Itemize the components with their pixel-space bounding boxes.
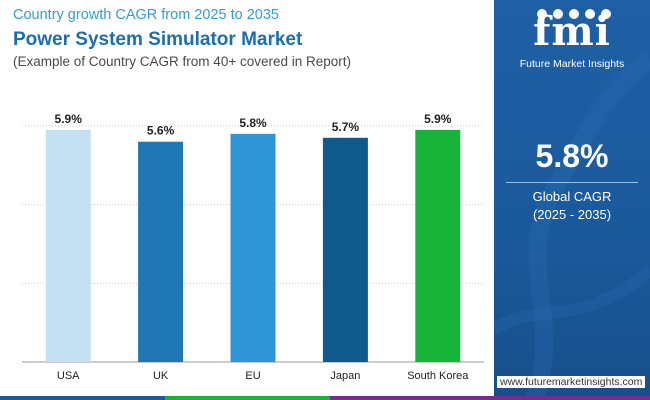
global-cagr-value: 5.8% [535, 138, 609, 174]
x-tick-label: EU [245, 370, 260, 382]
bar [322, 137, 368, 362]
bar [230, 133, 276, 362]
x-tick-label: UK [153, 370, 169, 382]
data-label: 5.9% [55, 112, 83, 126]
x-tick-label: Japan [330, 370, 360, 382]
logo-icons [524, 6, 624, 20]
brand-name: Future Market Insights [519, 58, 625, 70]
chart-subtitle: Country growth CAGR from 2025 to 2035 [13, 7, 279, 23]
summary-panel: fmi Future Market Insights 5.8% Global C… [494, 0, 650, 400]
global-cagr-label: Global CAGR [532, 189, 612, 204]
divider [506, 182, 638, 183]
data-label: 5.6% [147, 124, 175, 138]
chart-title: Power System Simulator Market [13, 29, 303, 50]
global-cagr-period: (2025 - 2035) [532, 207, 612, 222]
bar-chart: 5.9% USA 5.6% UK 5.8% EU 5.7% Japan 5.9% South Ko… [22, 112, 484, 382]
fmi-logo: fmi Future Market Insights [510, 8, 634, 70]
website-link[interactable]: www.futuremarketinsights.com [497, 376, 646, 388]
x-tick-label: South Korea [407, 370, 469, 382]
data-label: 5.9% [424, 112, 452, 126]
bar [45, 129, 91, 362]
data-label: 5.8% [239, 116, 267, 130]
data-label: 5.7% [332, 120, 360, 134]
bottom-bar-segment [330, 396, 650, 400]
bar [138, 141, 184, 362]
bottom-bar-segment [165, 396, 330, 400]
chart-header: Country growth CAGR from 2025 to 2035 Po… [13, 6, 351, 71]
bottom-bar-segment [0, 396, 165, 400]
chart-note: (Example of Country CAGR from 40+ covere… [13, 54, 352, 69]
bar [415, 129, 461, 362]
x-tick-label: USA [57, 370, 80, 382]
panel-decoration [494, 52, 650, 400]
